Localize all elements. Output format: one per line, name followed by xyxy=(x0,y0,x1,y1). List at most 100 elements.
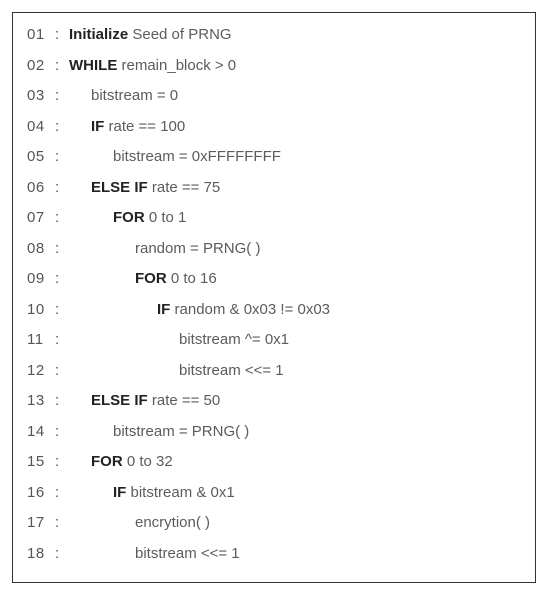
keyword: Initialize xyxy=(69,26,128,43)
line-content: ELSE IF rate == 75 xyxy=(69,180,220,195)
line-number: 18 xyxy=(27,546,55,561)
keyword: IF xyxy=(113,484,126,501)
code-line: 15 :FOR 0 to 32 xyxy=(27,454,521,469)
line-content: bitstream <<= 1 xyxy=(69,363,284,378)
line-content: bitstream <<= 1 xyxy=(69,546,240,561)
keyword: FOR xyxy=(135,270,167,287)
line-separator: : xyxy=(55,88,69,103)
line-number: 12 xyxy=(27,363,55,378)
line-number: 01 xyxy=(27,27,55,42)
code-text: 0 to 1 xyxy=(145,209,187,226)
line-number: 02 xyxy=(27,58,55,73)
line-content: FOR 0 to 16 xyxy=(69,271,217,286)
keyword: IF xyxy=(91,118,104,135)
line-separator: : xyxy=(55,241,69,256)
code-line: 12 : bitstream <<= 1 xyxy=(27,363,521,378)
line-content: IF rate == 100 xyxy=(69,119,185,134)
code-line: 01 :Initialize Seed of PRNG xyxy=(27,27,521,42)
code-text: 0 to 16 xyxy=(167,270,217,287)
line-number: 03 xyxy=(27,88,55,103)
line-content: FOR 0 to 1 xyxy=(69,210,186,225)
code-text: bitstream = 0xFFFFFFFF xyxy=(113,148,281,165)
line-content: FOR 0 to 32 xyxy=(69,454,173,469)
code-line: 07 :FOR 0 to 1 xyxy=(27,210,521,225)
line-number: 09 xyxy=(27,271,55,286)
line-content: random = PRNG( ) xyxy=(69,241,260,256)
code-line: 03 : bitstream = 0 xyxy=(27,88,521,103)
line-number: 17 xyxy=(27,515,55,530)
line-separator: : xyxy=(55,27,69,42)
line-number: 06 xyxy=(27,180,55,195)
code-line: 16 :IF bitstream & 0x1 xyxy=(27,485,521,500)
line-number: 14 xyxy=(27,424,55,439)
line-number: 15 xyxy=(27,454,55,469)
code-line: 13 :ELSE IF rate == 50 xyxy=(27,393,521,408)
line-content: bitstream = 0 xyxy=(69,88,178,103)
line-content: bitstream = 0xFFFFFFFF xyxy=(69,149,281,164)
line-content: bitstream = PRNG( ) xyxy=(69,424,249,439)
code-line: 14 : bitstream = PRNG( ) xyxy=(27,424,521,439)
code-text: rate == 75 xyxy=(148,179,221,196)
line-separator: : xyxy=(55,271,69,286)
line-separator: : xyxy=(55,546,69,561)
code-text: bitstream = 0 xyxy=(91,87,178,104)
line-number: 04 xyxy=(27,119,55,134)
code-line: 10 :IF random & 0x03 != 0x03 xyxy=(27,302,521,317)
code-line: 04 :IF rate == 100 xyxy=(27,119,521,134)
line-separator: : xyxy=(55,149,69,164)
code-line: 11 : bitstream ^= 0x1 xyxy=(27,332,521,347)
code-line: 05 : bitstream = 0xFFFFFFFF xyxy=(27,149,521,164)
line-separator: : xyxy=(55,180,69,195)
code-text: bitstream = PRNG( ) xyxy=(113,423,249,440)
keyword: ELSE IF xyxy=(91,179,148,196)
line-separator: : xyxy=(55,454,69,469)
code-line: 09 :FOR 0 to 16 xyxy=(27,271,521,286)
keyword: WHILE xyxy=(69,57,117,74)
page-frame: 01 :Initialize Seed of PRNG02 :WHILE rem… xyxy=(0,0,548,595)
line-number: 10 xyxy=(27,302,55,317)
line-number: 05 xyxy=(27,149,55,164)
code-text: rate == 100 xyxy=(104,118,185,135)
line-content: IF bitstream & 0x1 xyxy=(69,485,235,500)
line-number: 11 xyxy=(27,332,55,347)
line-separator: : xyxy=(55,58,69,73)
code-text: bitstream ^= 0x1 xyxy=(179,331,289,348)
code-text: rate == 50 xyxy=(148,392,221,409)
line-number: 16 xyxy=(27,485,55,500)
line-number: 13 xyxy=(27,393,55,408)
code-text: encrytion( ) xyxy=(135,514,210,531)
code-text: bitstream <<= 1 xyxy=(135,545,240,562)
keyword: FOR xyxy=(113,209,145,226)
line-content: ELSE IF rate == 50 xyxy=(69,393,220,408)
keyword: ELSE IF xyxy=(91,392,148,409)
keyword: IF xyxy=(157,301,170,318)
line-content: bitstream ^= 0x1 xyxy=(69,332,289,347)
line-content: encrytion( ) xyxy=(69,515,210,530)
line-separator: : xyxy=(55,515,69,530)
line-number: 07 xyxy=(27,210,55,225)
line-content: Initialize Seed of PRNG xyxy=(69,27,232,42)
code-line: 02 :WHILE remain_block > 0 xyxy=(27,58,521,73)
line-separator: : xyxy=(55,424,69,439)
code-line: 08 : random = PRNG( ) xyxy=(27,241,521,256)
line-separator: : xyxy=(55,485,69,500)
code-line: 17 : encrytion( ) xyxy=(27,515,521,530)
code-text: remain_block > 0 xyxy=(117,57,236,74)
line-number: 08 xyxy=(27,241,55,256)
code-text: random = PRNG( ) xyxy=(135,240,260,257)
code-text: bitstream & 0x1 xyxy=(126,484,234,501)
code-text: bitstream <<= 1 xyxy=(179,362,284,379)
line-separator: : xyxy=(55,302,69,317)
pseudocode-listing: 01 :Initialize Seed of PRNG02 :WHILE rem… xyxy=(12,12,536,583)
line-content: IF random & 0x03 != 0x03 xyxy=(69,302,330,317)
line-separator: : xyxy=(55,119,69,134)
code-line: 18 : bitstream <<= 1 xyxy=(27,546,521,561)
keyword: FOR xyxy=(91,453,123,470)
code-text: Seed of PRNG xyxy=(128,26,231,43)
line-separator: : xyxy=(55,332,69,347)
code-text: random & 0x03 != 0x03 xyxy=(170,301,330,318)
line-separator: : xyxy=(55,210,69,225)
line-separator: : xyxy=(55,363,69,378)
code-line: 06 :ELSE IF rate == 75 xyxy=(27,180,521,195)
code-text: 0 to 32 xyxy=(123,453,173,470)
